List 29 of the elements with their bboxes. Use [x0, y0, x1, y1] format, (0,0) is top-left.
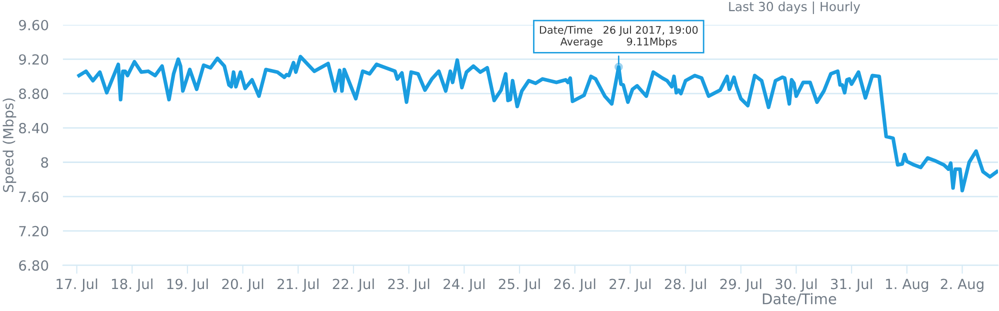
x-tick-label: 19. Jul	[167, 278, 208, 292]
x-tick-label: 26. Jul	[554, 278, 596, 292]
y-tick-label: 8	[41, 157, 48, 168]
y-tick-label: 8.40	[19, 122, 48, 134]
x-tick-label: 24. Jul	[444, 278, 484, 292]
x-tick-label: 28. Jul	[664, 278, 706, 292]
x-tick-label: 17. Jul	[56, 278, 98, 292]
y-tick-label: 7.60	[19, 192, 48, 202]
y-tick-label: 9.20	[19, 54, 48, 65]
x-tick-label: 23. Jul	[388, 278, 430, 292]
chart-subtitle: Last 30 days | Hourly	[729, 2, 860, 14]
x-tick-label: 20. Jul	[222, 278, 264, 292]
x-tick-label: 18. Jul	[112, 278, 152, 292]
x-tick-label: 2. Aug	[940, 278, 984, 292]
x-tick-label: 25. Jul	[498, 278, 540, 292]
x-tick-label: 1. Aug	[886, 278, 928, 292]
x-tick-label: 30. Jul	[776, 278, 817, 292]
y-tick-label: 6.80	[19, 260, 48, 271]
y-axis-title: Speed (Mbps)	[2, 98, 16, 192]
x-axis-title: Date/Time	[762, 293, 836, 306]
x-tick-label: 27. Jul	[610, 278, 651, 292]
y-tick-label: 9.60	[19, 20, 48, 30]
annotation: Date/Time 26 Jul 2017, 19:00 Average 9.11Mbps	[540, 26, 698, 48]
x-tick-label: 29. Jul	[720, 278, 762, 292]
x-tick-label: 22. Jul	[332, 278, 374, 292]
y-tick-label: 7.20	[19, 226, 48, 236]
y-tick-label: 8.80	[19, 88, 48, 100]
x-tick-label: 21. Jul	[278, 278, 318, 292]
x-tick-label: 31. Jul	[831, 278, 872, 292]
